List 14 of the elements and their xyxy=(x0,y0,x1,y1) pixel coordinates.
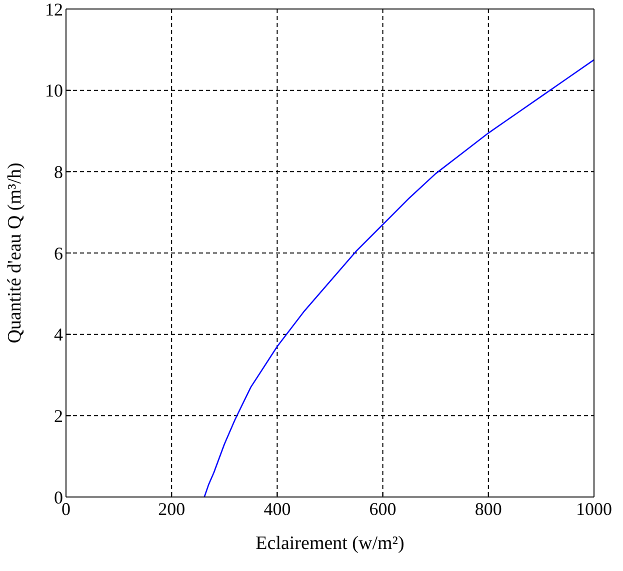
x-axis-title: Eclairement (w/m²) xyxy=(256,533,404,554)
line-series xyxy=(204,59,594,497)
y-tick-label: 6 xyxy=(54,243,63,264)
y-tick-label: 2 xyxy=(54,406,63,426)
y-axis-title: Quantité d'eau Q (m³/h) xyxy=(4,162,26,344)
y-tick-label: 4 xyxy=(54,324,63,345)
x-tick-label: 600 xyxy=(369,498,396,519)
x-tick-label: 800 xyxy=(474,498,502,519)
x-tick-label: 200 xyxy=(158,498,186,519)
x-tick-label: 400 xyxy=(264,498,291,519)
x-tick-label: 1000 xyxy=(576,498,612,519)
y-tick-label: 10 xyxy=(45,80,63,101)
y-tick-label: 12 xyxy=(45,0,63,20)
y-tick-label: 8 xyxy=(54,162,63,182)
